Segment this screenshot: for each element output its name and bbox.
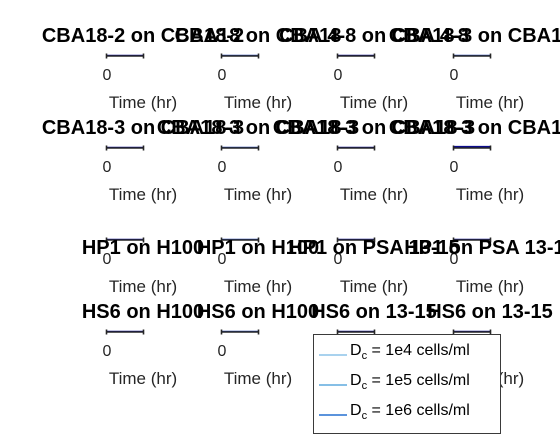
panel-5: 0 Time (hr) [103,145,177,204]
panel-2-x-label: Time (hr) [224,93,292,112]
panel-9: 0 Time (hr) [103,237,177,296]
panel-8: 0 Time (hr) [450,145,524,204]
panel-2-title: CBA18 on CBA18 [175,25,342,47]
panel-3-x-label: Time (hr) [340,93,408,112]
legend-swatch-2 [319,384,347,386]
panel-11: 0 Time (hr) [334,237,408,296]
panel-12-x-label: Time (hr) [456,277,524,296]
panel-11-title: HP1 on PSA 13-15 [288,237,460,259]
legend-label-3: Dc = 1e6 cells/ml [350,402,470,423]
panel-3-tick-label: 0 [334,67,343,84]
legend-swatch-3 [319,414,347,416]
panel-7: 0 Time (hr) [334,145,408,204]
panel-9-tick-label: 0 [103,251,112,268]
legend-label-2: Dc = 1e5 cells/ml [350,372,470,393]
panel-6-title: CBA18-3 on CBA18-3 [157,117,359,139]
panel-2: 0 Time (hr) [218,53,292,112]
panel-6-tick-label: 0 [218,159,227,176]
panel-12-title: HP1 on PSA 13-15 [404,237,560,259]
panel-3: 0 Time (hr) [334,53,408,112]
panel-2-tick-label: 0 [218,67,227,84]
panel-10-x-label: Time (hr) [224,277,292,296]
panel-12-tick-label: 0 [450,251,459,268]
panel-10-title: HP1 on H100 [197,237,319,259]
panel-16-title: HS6 on 13-15 [427,301,553,323]
panel-7-title: CBA18-3 on CBA18-3 [273,117,475,139]
panel-9-x-label: Time (hr) [109,277,177,296]
panel-10: 0 Time (hr) [218,237,292,296]
legend-label-1: Dc = 1e4 cells/ml [350,342,470,363]
panel-9-title: HP1 on H100 [82,237,204,259]
panel-10-tick-label: 0 [218,251,227,268]
panel-1-tick-label: 0 [103,67,112,84]
panel-4-x-label: Time (hr) [456,93,524,112]
panel-13: 0 Time (hr) [103,329,177,388]
panel-4: 0 Time (hr) [450,53,524,112]
chart-legend: Dc = 1e4 cells/ml Dc = 1e5 cells/ml Dc =… [313,334,501,434]
panel-1-title: CBA18-2 on CBA18-2 [42,25,244,47]
panel-5-title: CBA18-3 on CBA18-3 [42,117,244,139]
panel-4-tick-label: 0 [450,67,459,84]
panel-13-x-label: Time (hr) [109,369,177,388]
panel-8-title: CBA18-3 on CBA18-3 [389,117,560,139]
panel-12: 0 Time (hr) [450,237,524,296]
panel-8-tick-label: 0 [450,159,459,176]
panel-14: 0 Time (hr) [218,329,292,388]
panel-1-x-label: Time (hr) [109,93,177,112]
panel-7-x-label: Time (hr) [340,185,408,204]
panel-5-x-label: Time (hr) [109,185,177,204]
legend-entry-2: Dc = 1e5 cells/ml [314,369,502,393]
panel-6: 0 Time (hr) [218,145,292,204]
panel-11-tick-label: 0 [334,251,343,268]
panel-5-tick-label: 0 [103,159,112,176]
chart-figure: 0 Time (hr) 0 Time (hr) 0 Time (hr) 0 Time (hr)… [42,25,560,388]
legend-swatch-1 [319,354,347,356]
panel-13-tick-label: 0 [103,343,112,360]
panel-6-x-label: Time (hr) [224,185,292,204]
panel-8-x-label: Time (hr) [456,185,524,204]
panel-14-title: HS6 on H100 [197,301,319,323]
panel-3-title: CBA 4-8 on CBA 4-8 [279,25,469,47]
panel-4-title: CBA18-3 on CBA18-3 [389,25,560,47]
legend-entry-1: Dc = 1e4 cells/ml [314,339,502,363]
panel-7-tick-label: 0 [334,159,343,176]
panel-1: 0 Time (hr) [103,53,177,112]
panel-14-tick-label: 0 [218,343,227,360]
panel-11-x-label: Time (hr) [340,277,408,296]
panel-14-x-label: Time (hr) [224,369,292,388]
panel-15-title: HS6 on 13-15 [311,301,437,323]
legend-entry-3: Dc = 1e6 cells/ml [314,399,502,423]
panel-13-title: HS6 on H100 [82,301,204,323]
